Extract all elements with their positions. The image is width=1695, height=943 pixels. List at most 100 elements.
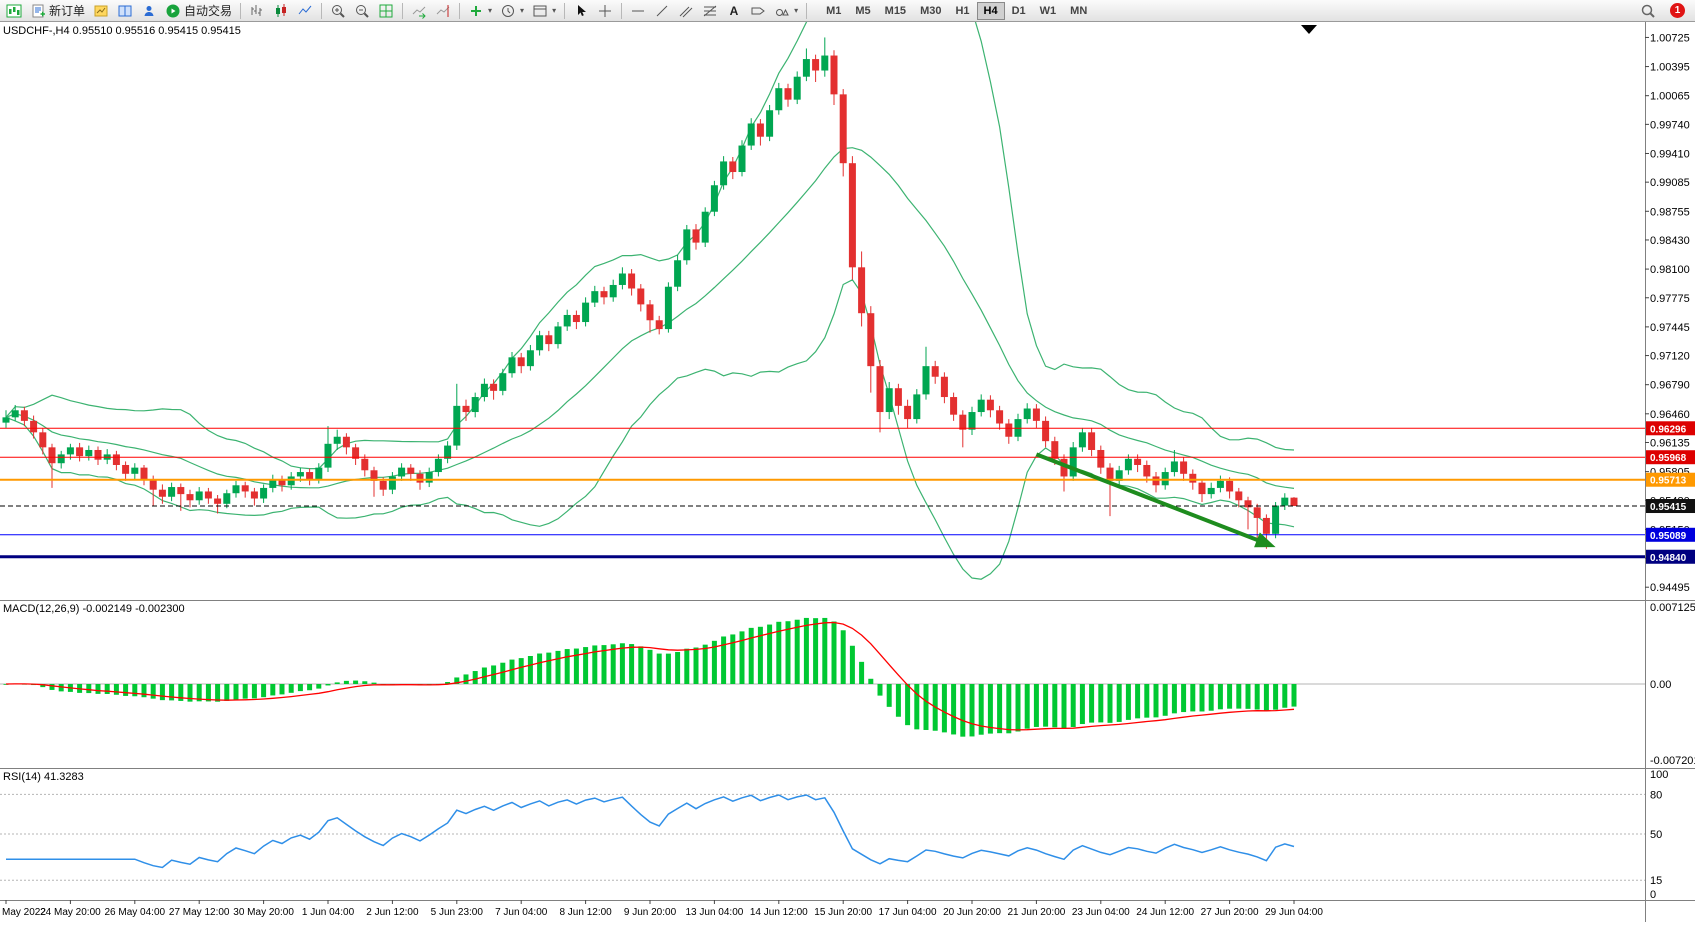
- timeframe-button-m30[interactable]: M30: [920, 4, 942, 17]
- price-level-badge: [1646, 450, 1695, 465]
- channel-tool-button[interactable]: [674, 1, 698, 21]
- rsi-scale-label: 50: [1650, 829, 1662, 841]
- time-axis-label: 21 Jun 20:00: [1007, 907, 1065, 918]
- macd-histogram-bar: [785, 621, 791, 684]
- candle-body: [526, 350, 534, 367]
- indicators-button[interactable]: ▾: [464, 1, 496, 21]
- macd-histogram-bar: [813, 618, 819, 684]
- price-scale-label: 1.00725: [1650, 32, 1690, 44]
- profiles-icon: [118, 5, 132, 16]
- label-tool-button[interactable]: [746, 1, 770, 21]
- macd-histogram-bar: [279, 684, 285, 695]
- templates-button[interactable]: ▾: [528, 1, 560, 21]
- periods-button[interactable]: ▾: [496, 1, 528, 21]
- candle-body: [1207, 487, 1215, 495]
- fibonacci-tool-button[interactable]: [698, 1, 722, 21]
- timeframe-button-w1[interactable]: W1: [1039, 4, 1057, 17]
- candle-body: [572, 314, 580, 323]
- macd-histogram-bar: [1208, 684, 1214, 711]
- time-axis-area[interactable]: [0, 900, 1695, 922]
- candle-body: [766, 110, 774, 137]
- macd-histogram-bar: [923, 684, 929, 730]
- macd-histogram-bar: [113, 684, 119, 695]
- cursor-button[interactable]: [569, 1, 593, 21]
- candle-body: [894, 388, 902, 406]
- profiles-button[interactable]: [113, 1, 137, 21]
- auto-trading-button[interactable]: 自动交易: [161, 1, 236, 21]
- macd-histogram-bar: [187, 684, 193, 702]
- zoom-out-button[interactable]: [350, 1, 374, 21]
- timeframe-button-m15[interactable]: M15: [884, 4, 907, 17]
- time-axis-label: 17 Jun 04:00: [879, 907, 937, 918]
- macd-histogram-bar: [1199, 684, 1205, 712]
- timeframe-button-h4[interactable]: H4: [976, 1, 1005, 20]
- trendline-tool-button[interactable]: [650, 1, 674, 21]
- timeframe-button-m1[interactable]: M1: [826, 4, 842, 17]
- candlestick-chart-button[interactable]: [269, 1, 293, 21]
- timeframe-button-d1[interactable]: D1: [1011, 4, 1026, 17]
- text-tool-button[interactable]: A: [722, 1, 746, 21]
- bar-chart-button[interactable]: [245, 1, 269, 21]
- macd-histogram-bar: [362, 681, 368, 684]
- macd-histogram-bar: [353, 680, 359, 684]
- zoom-in-button[interactable]: [326, 1, 350, 21]
- app-chart-button[interactable]: [2, 1, 26, 21]
- indicators-icon: [471, 5, 482, 16]
- new-order-button[interactable]: 新订单: [26, 1, 89, 21]
- candle-body: [131, 467, 139, 474]
- time-axis-label: 7 Jun 04:00: [495, 907, 548, 918]
- macd-scale-label: -0.007201: [1650, 755, 1695, 767]
- candle-body: [563, 314, 571, 327]
- macd-histogram-bar: [831, 621, 837, 684]
- candle-body: [388, 476, 396, 490]
- macd-histogram-bar: [1254, 684, 1260, 710]
- macd-histogram-bar: [1107, 684, 1113, 723]
- macd-histogram-bar: [3, 684, 9, 685]
- candle-body: [1272, 505, 1280, 534]
- macd-histogram-bar: [1135, 684, 1141, 719]
- label-icon: [751, 7, 765, 14]
- macd-histogram-bar: [1181, 684, 1187, 713]
- chart-shift-button[interactable]: [431, 1, 455, 21]
- search-button[interactable]: [1636, 1, 1660, 21]
- market-button[interactable]: [137, 1, 161, 21]
- candle-body: [30, 420, 38, 433]
- time-axis-label: 2 Jun 12:00: [366, 907, 419, 918]
- timeframe-button-mn[interactable]: MN: [1070, 4, 1088, 17]
- macd-histogram-bar: [500, 662, 506, 684]
- horizontal-line-tool-button[interactable]: [626, 1, 650, 21]
- macd-histogram-bar: [684, 648, 690, 684]
- macd-histogram-bar: [757, 626, 763, 684]
- crosshair-button[interactable]: [593, 1, 617, 21]
- trend-arrow-line[interactable]: [1035, 452, 1266, 545]
- macd-histogram-bar: [1291, 684, 1297, 707]
- toolbar-separator: [621, 2, 623, 19]
- candle-body: [821, 55, 829, 71]
- price-scale-area[interactable]: [1645, 22, 1695, 900]
- macd-histogram-bar: [1089, 684, 1095, 723]
- new-chart-button[interactable]: [89, 1, 113, 21]
- candle-body: [628, 273, 636, 289]
- macd-histogram-bar: [969, 684, 975, 737]
- text-icon: A: [730, 4, 739, 18]
- price-level-badge-text: 0.95415: [1650, 502, 1687, 513]
- macd-histogram-bar: [1190, 684, 1196, 712]
- macd-histogram-bar: [859, 661, 865, 684]
- chart-shift-marker[interactable]: [1301, 25, 1317, 34]
- shapes-tool-button[interactable]: ▾: [770, 1, 802, 21]
- timeframe-button-h1[interactable]: H1: [955, 4, 970, 17]
- line-chart-button[interactable]: [293, 1, 317, 21]
- auto-scroll-button[interactable]: [407, 1, 431, 21]
- trend-arrow-head[interactable]: [1254, 532, 1276, 548]
- notification-badge[interactable]: 1: [1670, 3, 1685, 18]
- macd-histogram-bar: [49, 684, 55, 690]
- macd-histogram-bar: [1024, 684, 1030, 729]
- candle-body: [1235, 491, 1243, 501]
- tile-windows-button[interactable]: [374, 1, 398, 21]
- macd-histogram-bar: [555, 650, 561, 684]
- timeframe-button-m5[interactable]: M5: [855, 4, 871, 17]
- macd-histogram-bar: [233, 684, 239, 700]
- toolbar-separator: [806, 2, 808, 19]
- candle-body: [168, 487, 176, 497]
- price-level-badge: [1646, 499, 1695, 514]
